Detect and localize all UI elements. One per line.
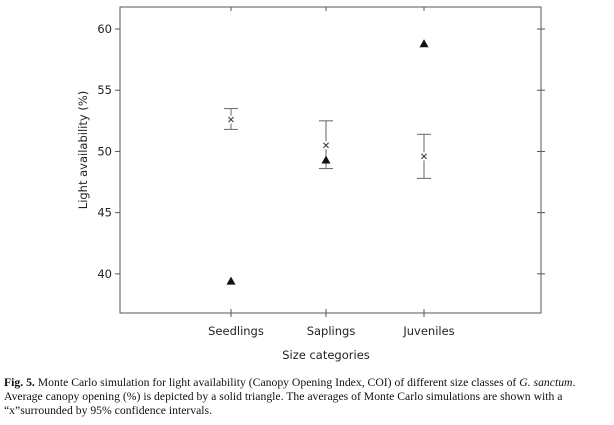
x-tick-label: Juveniles [402,324,454,338]
caption-line-1: Fig. 5. Monte Carlo simulation for light… [4,376,610,390]
y-axis-title: Light availability (%) [76,91,90,209]
caption-line-1-end: . [572,376,576,389]
mean-x-marker [421,153,427,160]
y-tick-label: 55 [97,83,112,97]
y-tick-label: 40 [97,267,112,281]
caption-line-3: “x”surrounded by 95% confidence interval… [4,403,213,417]
mean-x-stroke [323,142,329,149]
caption-line-1-text: Monte Carlo simulation for light availab… [34,376,520,389]
caption-fig-label: Fig. 5. [4,376,35,389]
mean-x-marker [323,142,329,149]
caption-line-2: Average canopy opening (%) is depicted b… [4,389,563,403]
mean-x-stroke [421,153,427,160]
simulation-mean-markers [228,116,427,160]
triangle-marker [419,39,429,48]
y-tick-label: 45 [97,206,112,220]
y-axis-ticks: 40 45 50 55 60 [97,22,545,281]
canopy-opening-markers [226,39,429,285]
y-tick-label: 50 [97,144,112,158]
mean-x-stroke [228,116,234,123]
y-tick-label: 60 [97,22,112,36]
x-axis-ticks: Seedlings Saplings Juveniles [208,7,455,338]
triangle-marker [321,155,331,164]
triangle-marker [226,276,236,285]
mean-x-marker [228,116,234,123]
caption-species: G. sanctum [519,376,573,389]
x-tick-label: Seedlings [208,324,264,338]
x-axis-title: Size categories [282,348,370,362]
chart: 40 45 50 55 60 Seedlings Saplings Juveniles Si… [76,6,545,362]
x-tick-label: Saplings [307,324,356,338]
plot-frame [119,6,542,314]
figure-caption: Fig. 5. Monte Carlo simulation for light… [4,376,610,417]
